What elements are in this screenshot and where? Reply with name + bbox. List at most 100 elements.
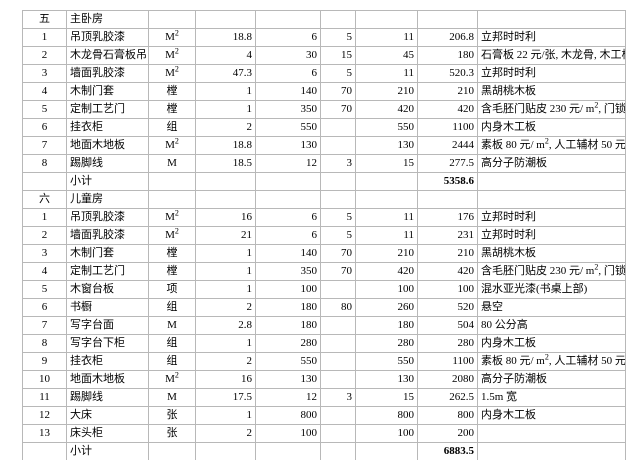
cell-no: 8 (22, 334, 67, 353)
cell-price-combined: 15 (355, 388, 418, 407)
subtotal-value: 5358.6 (417, 172, 478, 191)
cell-price-aux (320, 172, 356, 191)
cell-total: 200 (417, 424, 478, 443)
table-row[interactable]: 2 墙面乳胶漆 M2 21 6 5 11 231 立邦时时利 (22, 226, 626, 245)
cell-qty: 2 (195, 298, 256, 317)
cell-price-aux: 80 (320, 298, 356, 317)
cell-unit: M (148, 388, 196, 407)
subtotal-value: 6883.5 (417, 442, 478, 460)
cell-unit: 樘 (148, 100, 196, 119)
cell-remark: 立邦时时利 (477, 28, 626, 47)
cell-no: 6 (22, 118, 67, 137)
cell-item-name: 床头柜 (66, 424, 149, 443)
table-row[interactable]: 4 木制门套樘 1 140 70 210 210 黑胡桃木板 (22, 82, 626, 101)
cell-price-main: 180 (255, 298, 321, 317)
table-row[interactable]: 11 踢脚线 M 17.5 12 3 15 262.5 1.5m 宽 (22, 388, 626, 407)
table-row[interactable]: 8 写字台下柜组 1 280 280 280 内身木工板 (22, 334, 626, 353)
cell-total: 420 (417, 262, 478, 281)
table-row[interactable]: 8 踢脚线 M 18.5 12 3 15 277.5 高分子防潮板 (22, 154, 626, 173)
cell-qty: 2 (195, 424, 256, 443)
cell-total: 180 (417, 46, 478, 65)
cell-remark: 立邦时时利 (477, 226, 626, 245)
cell-price-main (255, 442, 321, 460)
table-row[interactable]: 1 吊顶乳胶漆 M2 16 6 5 11 176 立邦时时利 (22, 208, 626, 227)
table-row[interactable]: 13 床头柜张 2 100 100 200 (22, 424, 626, 443)
cell-item-name: 木窗台板 (66, 280, 149, 299)
table-row[interactable]: 3 木制门套樘 1 140 70 210 210 黑胡桃木板 (22, 244, 626, 263)
cell-remark: 立邦时时利 (477, 64, 626, 83)
cell-price-aux: 70 (320, 100, 356, 119)
table-row[interactable]: 7 写字台面 M 2.8 180 180 504 80 公分高 (22, 316, 626, 335)
cell-price-combined: 130 (355, 370, 418, 389)
cell-qty (195, 442, 256, 460)
cell-price-combined: 180 (355, 316, 418, 335)
table-row[interactable]: 5 木窗台板项 1 100 100 100 混水亚光漆(书桌上部) (22, 280, 626, 299)
cell-no: 2 (22, 226, 67, 245)
cell-no: 1 (22, 208, 67, 227)
table-row[interactable]: 3 墙面乳胶漆 M2 47.3 6 5 11 520.3 立邦时时利 (22, 64, 626, 83)
cell-remark: 80 公分高 (477, 316, 626, 335)
cell-remark: 石膏板 22 元/张, 木龙骨, 木工板, 多层板 (477, 46, 626, 65)
cell-no: 5 (22, 100, 67, 119)
cell-unit: 项 (148, 280, 196, 299)
cell-qty: 1 (195, 244, 256, 263)
cell-no: 7 (22, 136, 67, 155)
cell-qty: 1 (195, 406, 256, 425)
cell-qty (195, 10, 256, 29)
table-row[interactable]: 12 大床张 1 800 800 800 内身木工板 (22, 406, 626, 425)
cell-no: 10 (22, 370, 67, 389)
table-row[interactable]: 1 吊顶乳胶漆 M2 18.8 6 5 11 206.8 立邦时时利 (22, 28, 626, 47)
cell-price-main: 6 (255, 226, 321, 245)
cell-unit (148, 10, 196, 29)
cell-price-combined: 130 (355, 136, 418, 155)
cell-unit: 组 (148, 334, 196, 353)
cell-price-aux (320, 280, 356, 299)
cell-item-name: 书橱 (66, 298, 149, 317)
subtotal-label: 小计 (66, 172, 149, 191)
cell-unit: 樘 (148, 262, 196, 281)
cell-remark (477, 442, 626, 460)
cell-price-combined: 45 (355, 46, 418, 65)
table-row[interactable]: 7 地面木地板 M2 18.8 130 130 2444 素板 80 元/ m2, 人工辅材 … (22, 136, 626, 155)
cell-total: 277.5 (417, 154, 478, 173)
cell-price-main (255, 190, 321, 209)
cell-item-name: 木制门套 (66, 82, 149, 101)
cell-price-combined: 11 (355, 28, 418, 47)
cell-price-aux (320, 190, 356, 209)
cell-price-aux: 70 (320, 262, 356, 281)
section-header-row: 五主卧房 (22, 10, 626, 29)
cell-item-name: 木制门套 (66, 244, 149, 263)
table-row[interactable]: 10 地面木地板 M2 16 130 130 2080 高分子防潮板 (22, 370, 626, 389)
table-row[interactable]: 6 挂衣柜组 2 550 550 1100 内身木工板 (22, 118, 626, 137)
cell-item-name: 挂衣柜 (66, 352, 149, 371)
cell-remark: 混水亚光漆(书桌上部) (477, 280, 626, 299)
table-row[interactable]: 6 书橱组 2 180 80 260 520 悬空 (22, 298, 626, 317)
cell-qty: 1 (195, 100, 256, 119)
cell-price-main: 550 (255, 352, 321, 371)
cell-remark: 内身木工板 (477, 118, 626, 137)
cell-remark: 黑胡桃木板 (477, 244, 626, 263)
cell-price-aux: 3 (320, 154, 356, 173)
cell-qty: 4 (195, 46, 256, 65)
cell-unit: M2 (148, 28, 196, 47)
cell-item-name: 大床 (66, 406, 149, 425)
cell-item-name: 挂衣柜 (66, 118, 149, 137)
cell-price-main: 800 (255, 406, 321, 425)
subtotal-row: 小计 5358.6 (22, 172, 626, 191)
table-row[interactable]: 4 定制工艺门樘 1 350 70 420 420 含毛胚门贴皮 230 元/ m2, 门锁 … (22, 262, 626, 281)
cell-remark (477, 424, 626, 443)
cell-qty: 47.3 (195, 64, 256, 83)
cell-qty: 18.8 (195, 136, 256, 155)
cell-item-name: 踢脚线 (66, 388, 149, 407)
cell-remark: 内身木工板 (477, 334, 626, 353)
cell-price-combined: 420 (355, 100, 418, 119)
cell-no: 12 (22, 406, 67, 425)
cell-price-aux (320, 442, 356, 460)
cell-price-main (255, 10, 321, 29)
table-row[interactable]: 5 定制工艺门樘 1 350 70 420 420 含毛胚门贴皮 230 元/ m2, 门锁 … (22, 100, 626, 119)
cell-price-main: 550 (255, 118, 321, 137)
cell-total: 520 (417, 298, 478, 317)
